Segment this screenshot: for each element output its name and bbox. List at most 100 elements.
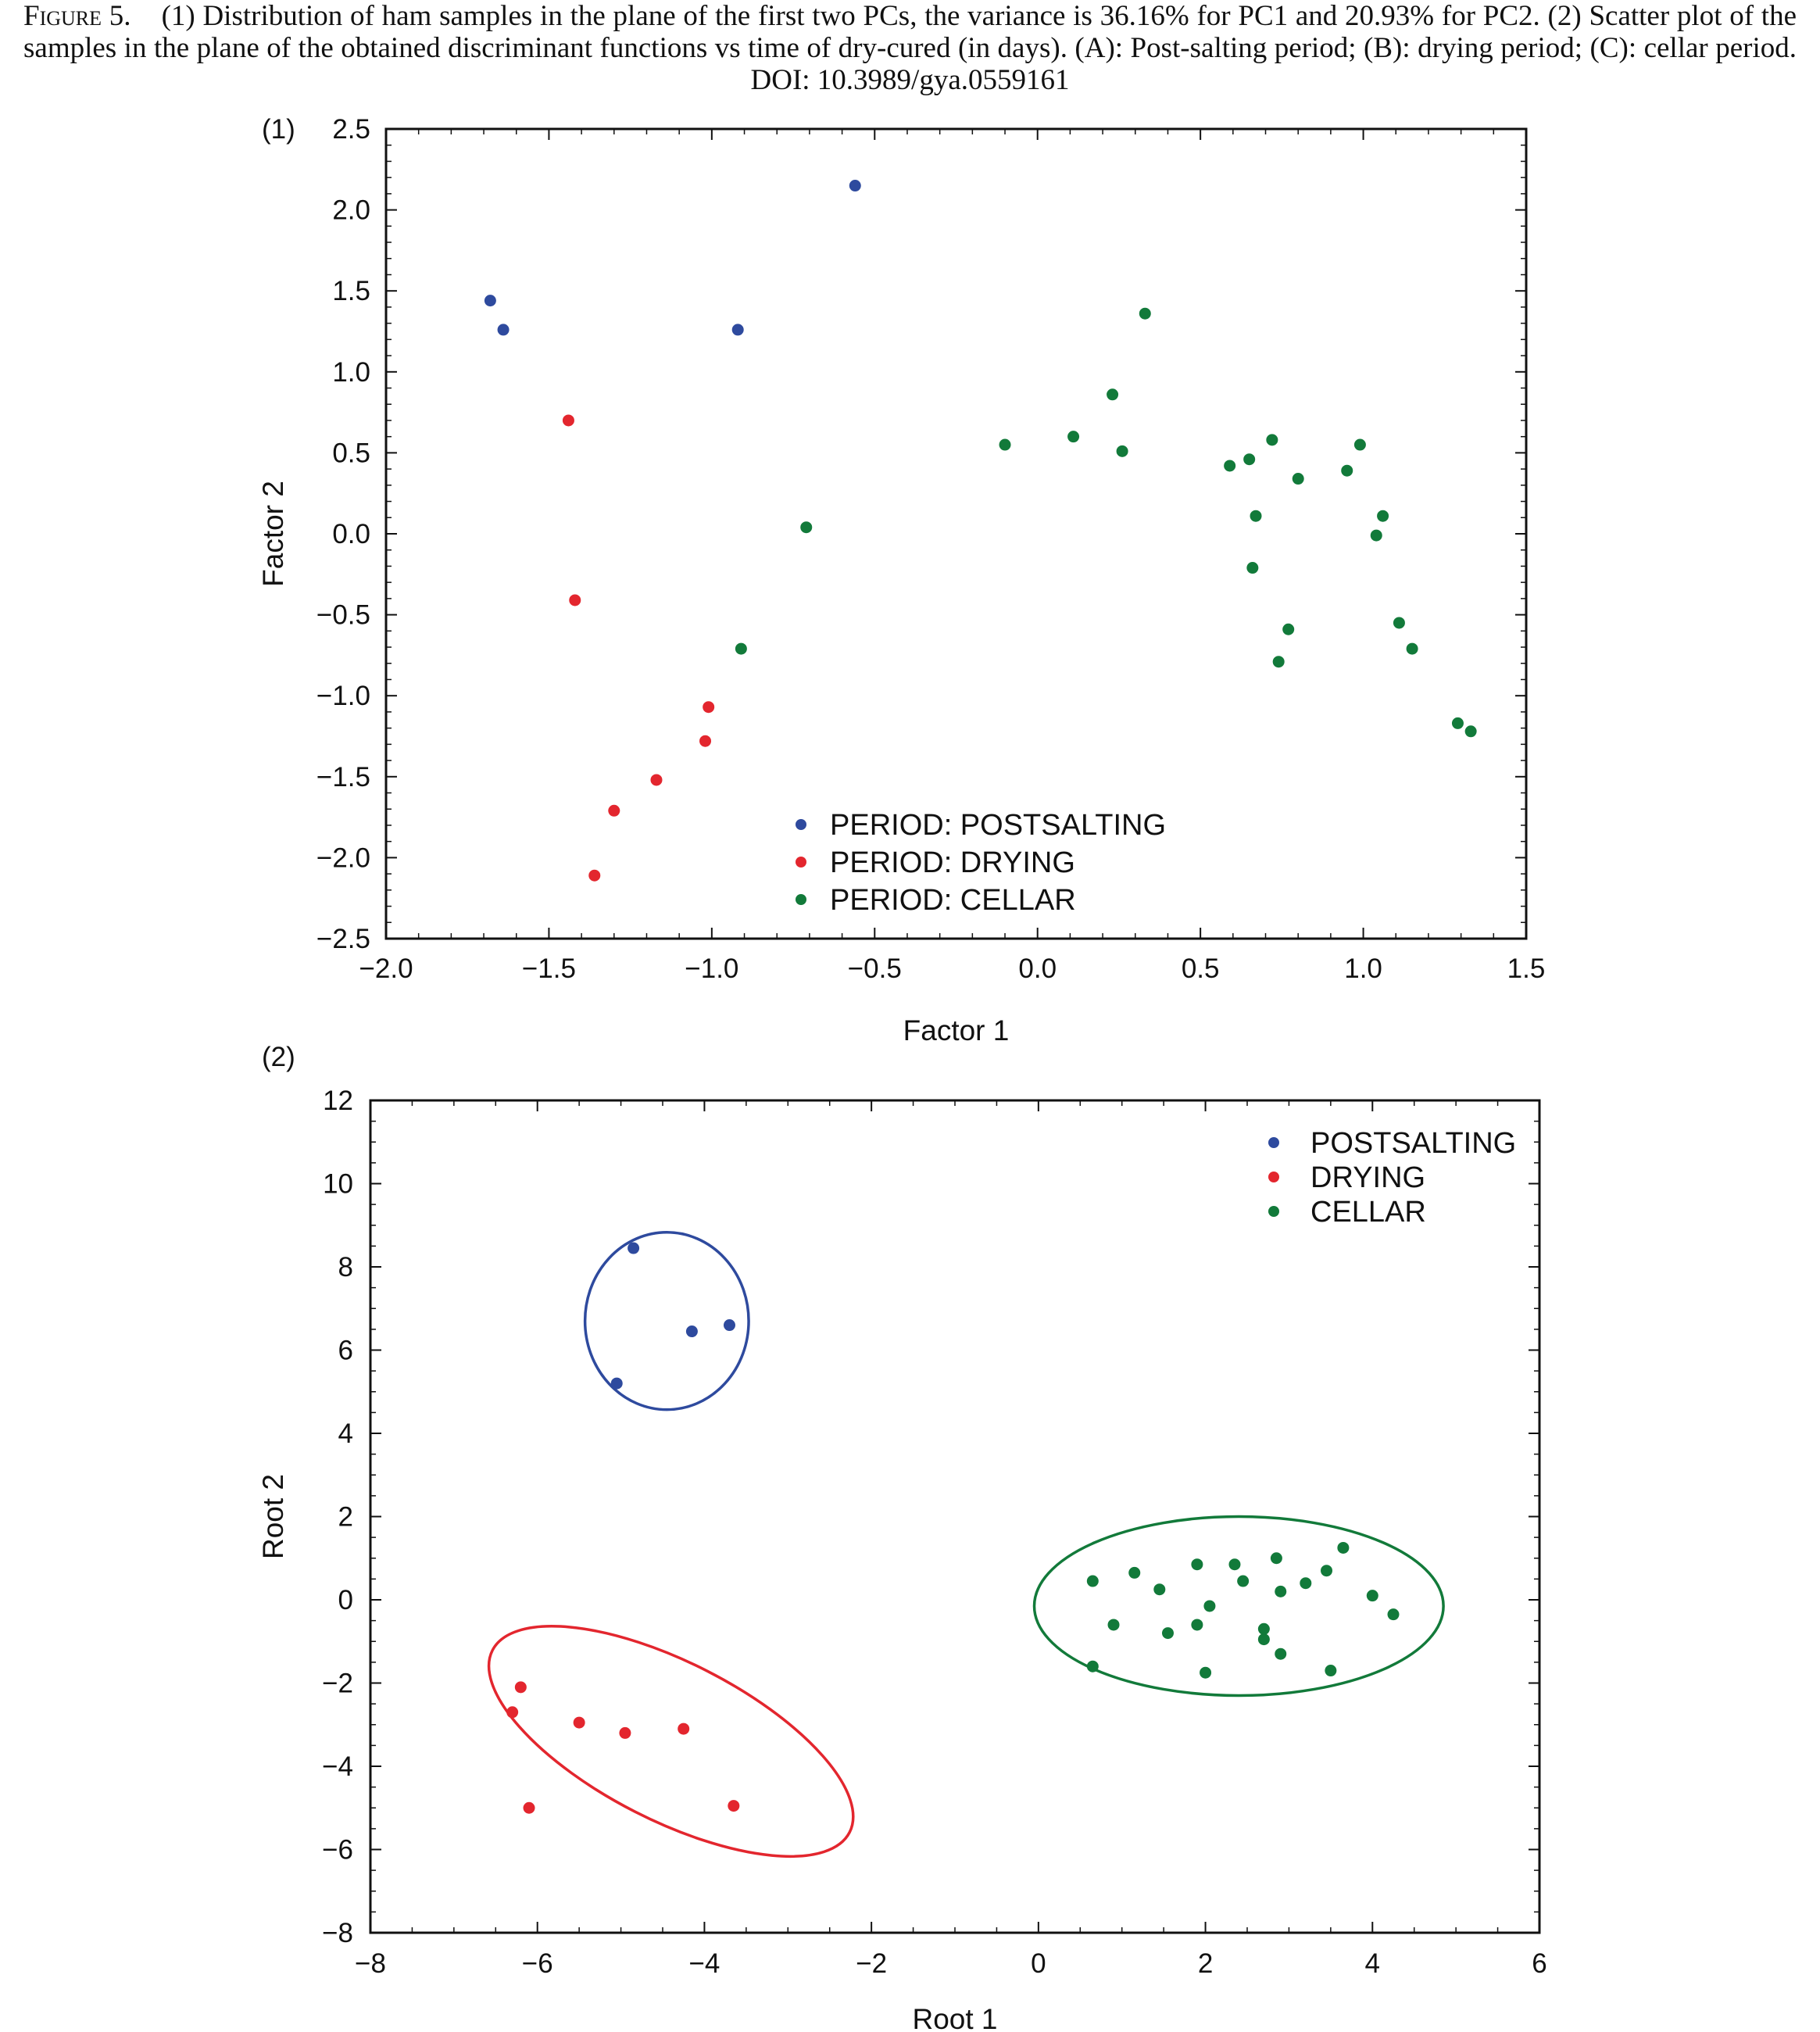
panel-2-cellar-point [1128,1566,1141,1579]
panel-1-cellar-point [1266,434,1278,446]
panel-2-legend-marker-cellar [1268,1206,1279,1217]
panel-1-postsalting-point [731,324,744,336]
panel-1-drying-point [699,735,712,747]
panel-1-cellar-point [735,642,747,655]
panel-1-x-tick-label: −0.5 [848,953,902,984]
panel-2-y-tick-label: −2 [322,1669,353,1699]
panel-1-cellar-point [1406,642,1418,655]
panel-2-cellar-confidence-ellipse [1032,1515,1445,1698]
panel-1-x-tick-label: 0.0 [1018,953,1057,984]
panel-1-cellar-point [1116,445,1128,457]
panel-1-cellar-point [1393,617,1405,629]
panel-2-y-tick-label: −6 [322,1835,353,1866]
panel-1-x-tick-label: −1.0 [685,953,738,984]
caption-text: (1) Distribution of ham samples in the p… [23,0,1797,96]
panel-1-drying-point [588,869,601,882]
panel-2-x-tick-label: −2 [856,1948,887,1979]
figure-caption: Figure 5. (1) Distribution of ham sample… [23,0,1797,96]
panel-2-legend-marker-drying [1268,1172,1279,1182]
panel-2-postsalting-point [723,1319,735,1332]
panel-2-cellar-point [1387,1608,1400,1621]
panel-1-cellar-point [1243,453,1256,466]
panel-1-y-tick-label: 1.0 [332,357,370,388]
panel-1-cellar-point [1377,510,1389,522]
panel-1-cellar-point [1451,717,1464,729]
panel-2-cellar-point [1237,1575,1250,1587]
panel-2-y-tick-label: −4 [322,1751,353,1782]
panel-2-drying-point [678,1723,690,1735]
panel-1-legend-label-postsalting: PERIOD: POSTSALTING [830,809,1166,842]
panel-2-y-tick-label: 0 [338,1585,353,1615]
panel-2-cellar-point [1153,1583,1166,1596]
panel-1-y-tick-label: 2.0 [332,195,370,226]
panel-1-x-tick-label: −1.5 [522,953,576,984]
panel-2-x-tick-label: 6 [1532,1948,1546,1979]
panel-2-cellar-point [1366,1590,1378,1602]
panel-2-cellar-point [1321,1565,1333,1577]
panel-1-x-tick-label: 1.5 [1507,953,1546,984]
panel-2-x-tick-label: 2 [1198,1948,1213,1979]
panel-1-label: (1) [262,114,295,145]
panel-1-y-tick-label: −0.5 [316,600,370,631]
panel-2-y-tick-label: 8 [338,1252,353,1283]
panel-1-y-tick-label: 0.0 [332,519,370,549]
panel-1-cellar-point [1272,656,1285,668]
panel-2-x-axis-title: Root 1 [912,2003,997,2032]
panel-2-drying-confidence-ellipse [487,1625,855,1858]
panel-2-cellar-point [1325,1665,1337,1677]
panel-2-cellar-point [1300,1577,1312,1590]
panel-2-drying-point [619,1726,631,1739]
panel-2-legend-label-drying: DRYING [1310,1161,1425,1194]
panel-2-cellar-point [1086,1660,1099,1672]
panel-2-cellar-point [1270,1552,1282,1565]
panel-1-y-tick-label: −2.5 [316,924,370,954]
panel-2-x-tick-label: 0 [1031,1948,1046,1979]
panel-2-legend-marker-postsalting [1268,1137,1279,1148]
discriminant-scatter-panel: −8 −6 −4 −2 0 2 4 6 12 10 8 6 4 2 0 −2 −4 −6 −8 Root 1 Root … [257,1086,1547,2032]
panel-2-y-axis-title: Root 2 [257,1474,289,1559]
panel-2-cellar-point [1161,1627,1174,1640]
panel-2-drying-point [728,1800,740,1812]
panel-1-cellar-point [1139,307,1151,320]
panel-1-drying-point [569,594,581,606]
panel-1-y-tick-label: 1.5 [332,276,370,306]
panel-1-cellar-point [1341,464,1353,477]
panel-1-cellar-point [1370,529,1382,542]
panel-1-drying-point [562,414,574,427]
panel-1-postsalting-point [849,180,861,192]
panel-2-cellar-point [1257,1622,1270,1635]
panel-1-x-tick-label: −2.0 [359,953,413,984]
panel-1-postsalting-point [497,324,510,336]
panel-2-y-tick-label: 6 [338,1336,353,1366]
panel-2-cellar-point [1275,1647,1287,1660]
panel-2-y-tick-label: 12 [323,1086,353,1116]
panel-2-drying-point [523,1801,535,1814]
panel-2-legend-label-postsalting: POSTSALTING [1310,1127,1516,1160]
panel-2-cellar-point [1275,1585,1287,1597]
panel-2-x-tick-label: 4 [1365,1948,1380,1979]
panel-1-legend-marker-drying [796,857,806,868]
panel-1-cellar-point [1067,431,1080,443]
panel-2-cellar-point [1257,1633,1270,1646]
panel-2-postsalting-point [685,1325,698,1338]
panel-2-y-tick-label: 2 [338,1502,353,1533]
panel-1-drying-point [650,774,663,786]
panel-2-y-tick-label: 10 [323,1169,353,1200]
panel-1-postsalting-point [484,295,496,307]
panel-2-cellar-point [1337,1541,1350,1554]
pca-scatter-panel: −2.0 −1.5 −1.0 −0.5 0.0 0.5 1.0 1.5 2.5 2.0 1.5 1.0… [257,114,1545,1046]
caption-lead: Figure 5. [23,0,131,32]
panel-2-postsalting-confidence-ellipse [583,1231,750,1411]
panel-1-cellar-point [1353,438,1366,451]
panel-2-drying-point [514,1681,527,1694]
panel-1-cellar-point [999,438,1011,451]
panel-1-cellar-point [800,521,813,534]
panel-2-cellar-point [1203,1600,1216,1612]
panel-1-drying-point [608,804,620,817]
panel-2-y-tick-label: 4 [338,1418,353,1449]
panel-2-cellar-point [1228,1558,1241,1571]
panel-2-legend-label-cellar: CELLAR [1310,1196,1426,1229]
panel-1-legend-label-drying: PERIOD: DRYING [830,846,1075,879]
panel-1-y-tick-label: −1.5 [316,762,370,792]
